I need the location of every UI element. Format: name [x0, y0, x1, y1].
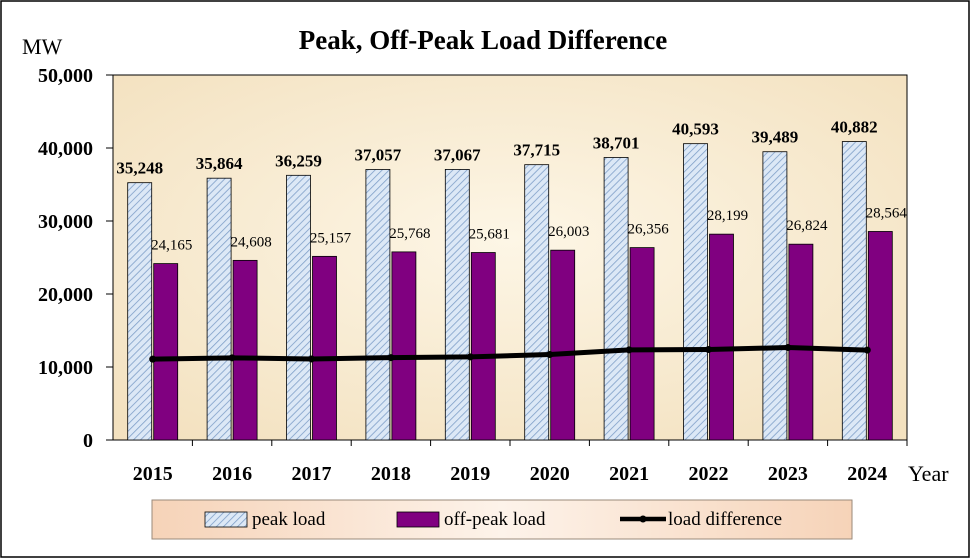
peak-load-bar — [365, 169, 391, 441]
legend: peak load off-peak load load difference — [151, 499, 853, 540]
load-difference-point — [705, 346, 712, 354]
y-tick-label: 10,000 — [38, 357, 93, 379]
data-labels: 35,248 24,165 35,864 24,608 36,259 25,157 37,0… — [116, 118, 907, 254]
peak-load-bar — [286, 174, 311, 441]
legend-label-off-peak-load: off-peak load — [444, 509, 546, 530]
off-peak-load-bar — [629, 247, 655, 441]
off-peak-load-value-label: 26,824 — [786, 218, 828, 234]
peak-load-value-label: 37,067 — [434, 145, 481, 164]
off-peak-load-value-label: 25,681 — [469, 227, 510, 243]
off-peak-load-bar — [867, 231, 893, 441]
legend-box — [151, 499, 853, 540]
peak-load-bar — [762, 151, 788, 441]
peak-load-bar — [683, 143, 708, 441]
peak-load-bar — [603, 157, 629, 441]
off-peak-load-bar — [709, 233, 734, 441]
y-axis-unit-label: MW — [22, 34, 63, 59]
peak-load-value-label: 40,593 — [672, 120, 719, 139]
load-difference-point — [466, 353, 474, 361]
x-tick-label: 2024 — [847, 463, 887, 485]
bar-series — [127, 141, 893, 441]
peak-load-value-label: 37,715 — [513, 141, 560, 160]
peak-load-bar — [841, 141, 867, 441]
y-tick-label: 0 — [83, 430, 93, 452]
peak-load-value-label: 36,259 — [275, 151, 322, 170]
off-peak-load-bar — [153, 263, 179, 441]
peak-load-value-label: 35,864 — [196, 154, 243, 173]
load-difference-point — [149, 355, 157, 363]
peak-load-value-label: 35,248 — [116, 159, 163, 178]
x-tick-label: 2023 — [768, 463, 808, 485]
peak-load-bar — [206, 177, 232, 441]
load-difference-point — [546, 351, 554, 359]
off-peak-load-bar — [391, 251, 417, 441]
legend-label-peak-load: peak load — [252, 509, 326, 530]
peak-load-bar — [444, 169, 470, 441]
line-series — [149, 344, 871, 363]
peak-load-value-label: 39,489 — [752, 128, 799, 147]
off-peak-load-bar — [550, 249, 576, 441]
load-difference-point — [308, 355, 315, 363]
off-peak-load-value-label: 28,199 — [707, 208, 748, 224]
load-difference-point — [863, 346, 871, 354]
legend-label-load-difference: load difference — [668, 509, 782, 530]
off-peak-load-value-label: 28,564 — [866, 205, 908, 221]
y-tick-label: 30,000 — [38, 211, 93, 233]
y-tick-label: 40,000 — [38, 138, 93, 160]
load-difference-point — [387, 354, 395, 362]
x-tick-label: 2017 — [292, 463, 332, 485]
x-axis-unit-label: Year — [908, 461, 949, 486]
off-peak-load-value-label: 24,608 — [230, 234, 271, 250]
x-tick-label: 2022 — [689, 463, 729, 485]
off-peak-load-bar — [232, 259, 258, 441]
load-difference-line — [150, 345, 870, 362]
peak-load-bar — [524, 164, 550, 441]
peak-load-value-label: 40,882 — [831, 118, 878, 137]
x-tick-label: 2019 — [450, 463, 490, 485]
x-tick-label: 2015 — [133, 463, 173, 485]
x-tick-label: 2020 — [530, 463, 570, 485]
peak-load-value-label: 37,057 — [355, 145, 402, 164]
y-tick-label: 20,000 — [38, 284, 93, 306]
load-difference-point — [784, 344, 792, 352]
y-tick-label: 50,000 — [38, 65, 93, 87]
y-axis-ticks: 0 10,000 20,000 30,000 40,000 50,000 — [38, 65, 113, 452]
legend-swatch-off-peak-load — [396, 511, 440, 528]
off-peak-load-bar — [788, 243, 814, 441]
load-difference-point — [625, 346, 633, 354]
off-peak-load-bar — [470, 252, 496, 441]
chart-title: Peak, Off-Peak Load Difference — [299, 25, 667, 55]
off-peak-load-value-label: 25,157 — [310, 230, 352, 246]
off-peak-load-bar — [312, 255, 337, 441]
x-tick-label: 2018 — [371, 463, 411, 485]
off-peak-load-value-label: 26,356 — [627, 222, 669, 238]
legend-swatch-peak-load — [204, 511, 248, 528]
off-peak-load-value-label: 24,165 — [151, 238, 192, 254]
off-peak-load-value-label: 26,003 — [548, 224, 589, 240]
peak-load-value-label: 38,701 — [593, 133, 640, 152]
x-axis-ticks: 2015 2016 2017 2018 2019 2020 2021 2022 2023 2024 — [133, 440, 908, 485]
legend-marker-load-difference — [639, 515, 647, 523]
x-tick-label: 2021 — [609, 463, 649, 485]
x-tick-label: 2016 — [212, 463, 252, 485]
load-difference-point — [228, 354, 236, 362]
off-peak-load-value-label: 25,768 — [389, 226, 430, 242]
peak-load-bar — [127, 182, 153, 441]
